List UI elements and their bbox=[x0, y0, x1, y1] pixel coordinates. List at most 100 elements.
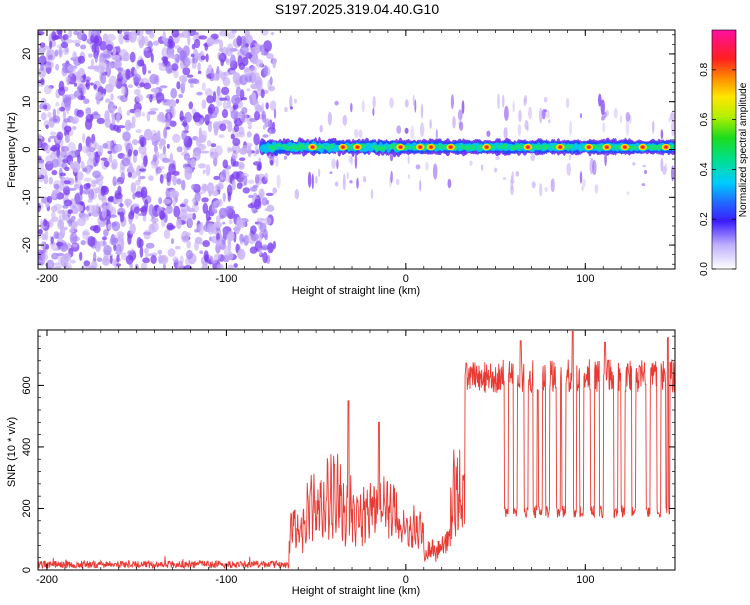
noise-blob bbox=[227, 43, 234, 53]
noise-blob bbox=[233, 161, 240, 167]
spectrogram-streak bbox=[613, 107, 618, 119]
noise-blob bbox=[223, 71, 230, 76]
noise-blob bbox=[121, 83, 127, 88]
colorbar-ticks: 0.0 0.2 0.4 0.6 0.8 bbox=[699, 62, 736, 276]
noise-blob bbox=[252, 184, 259, 188]
noise-blob bbox=[49, 146, 57, 152]
noise-blob bbox=[117, 211, 122, 215]
noise-blob bbox=[56, 241, 64, 247]
noise-blob bbox=[134, 206, 140, 214]
spectrogram-streak bbox=[589, 157, 594, 175]
noise-blob bbox=[72, 51, 77, 60]
spectrogram-streak bbox=[329, 171, 333, 174]
noise-blob bbox=[262, 134, 269, 138]
noise-blob bbox=[61, 209, 65, 222]
noise-blob bbox=[222, 159, 229, 169]
spectrogram-streak bbox=[603, 111, 607, 119]
spectrogram-streak bbox=[517, 123, 522, 136]
noise-blob bbox=[231, 151, 238, 160]
noise-blob bbox=[63, 118, 71, 123]
noise-blob bbox=[107, 150, 112, 154]
noise-blob bbox=[140, 262, 148, 269]
noise-blob bbox=[175, 98, 180, 104]
noise-blob bbox=[262, 124, 266, 130]
noise-blob bbox=[100, 157, 108, 161]
noise-blob bbox=[255, 149, 260, 155]
noise-blob bbox=[76, 171, 84, 181]
noise-blob bbox=[117, 30, 123, 34]
noise-blob bbox=[130, 248, 134, 253]
spectrogram-streak bbox=[601, 115, 605, 121]
noise-blob bbox=[178, 93, 184, 99]
noise-blob bbox=[145, 242, 155, 249]
colorbar-tick-label: 0.8 bbox=[699, 62, 710, 76]
spectrogram-streak bbox=[548, 119, 551, 124]
spectrogram-ytick-label: 10 bbox=[21, 96, 33, 108]
band-cell bbox=[501, 143, 509, 150]
noise-blob bbox=[157, 249, 163, 255]
noise-blob bbox=[176, 178, 182, 185]
band-peak-core bbox=[311, 145, 314, 149]
spectrogram-streak bbox=[273, 108, 277, 119]
noise-blob bbox=[212, 190, 219, 197]
noise-blob bbox=[191, 183, 199, 191]
spectrogram-streak bbox=[550, 178, 555, 193]
noise-blob bbox=[196, 91, 203, 96]
noise-blob bbox=[60, 41, 69, 49]
noise-blob bbox=[73, 183, 80, 189]
spectrogram-streak bbox=[486, 130, 491, 137]
noise-blob bbox=[208, 103, 216, 114]
noise-blob bbox=[38, 203, 41, 213]
noise-blob bbox=[219, 123, 227, 132]
noise-blob bbox=[181, 76, 186, 88]
noise-blob bbox=[39, 42, 46, 48]
noise-blob bbox=[254, 50, 259, 55]
band-cell bbox=[490, 145, 496, 150]
noise-blob bbox=[116, 127, 122, 133]
spectrogram-streak bbox=[407, 154, 410, 165]
noise-blob bbox=[149, 94, 153, 103]
noise-blob bbox=[128, 211, 135, 220]
noise-blob bbox=[183, 265, 193, 269]
noise-blob bbox=[232, 138, 241, 146]
noise-blob bbox=[80, 160, 85, 170]
noise-blob bbox=[69, 160, 74, 169]
noise-blob bbox=[156, 113, 166, 123]
noise-blob bbox=[201, 197, 209, 203]
noise-blob bbox=[61, 145, 69, 153]
noise-blob bbox=[101, 206, 107, 219]
spectrogram-streak bbox=[419, 122, 425, 138]
spectrogram-streak bbox=[415, 164, 421, 170]
noise-blob bbox=[47, 54, 54, 60]
noise-blob bbox=[249, 246, 258, 254]
noise-blob bbox=[119, 49, 128, 60]
noise-blob bbox=[134, 108, 142, 118]
noise-blob bbox=[161, 47, 169, 59]
spectrogram-streak bbox=[284, 106, 288, 113]
noise-blob bbox=[184, 166, 193, 175]
noise-blob bbox=[222, 100, 227, 110]
noise-blob bbox=[201, 264, 209, 269]
spectrogram-streak bbox=[524, 94, 527, 104]
noise-blob bbox=[218, 52, 227, 63]
noise-blob bbox=[151, 214, 155, 219]
noise-blob bbox=[69, 232, 78, 245]
noise-blob bbox=[143, 229, 151, 240]
noise-blob bbox=[50, 236, 54, 245]
noise-blob bbox=[121, 86, 126, 95]
noise-blob bbox=[114, 192, 123, 200]
noise-blob bbox=[58, 30, 63, 40]
noise-blob bbox=[80, 240, 86, 246]
spectrogram-streak bbox=[261, 110, 267, 123]
noise-blob bbox=[139, 136, 147, 147]
spectrogram-streak bbox=[342, 173, 346, 191]
noise-blob bbox=[120, 172, 126, 182]
noise-blob bbox=[106, 157, 111, 161]
spectrogram-streak bbox=[662, 166, 667, 175]
noise-blob bbox=[137, 175, 142, 183]
noise-blob bbox=[232, 171, 240, 180]
noise-blob bbox=[258, 231, 263, 243]
noise-blob bbox=[218, 134, 225, 138]
snr-ylabel: SNR (10 * v/v) bbox=[6, 417, 18, 487]
noise-blob bbox=[179, 110, 184, 122]
